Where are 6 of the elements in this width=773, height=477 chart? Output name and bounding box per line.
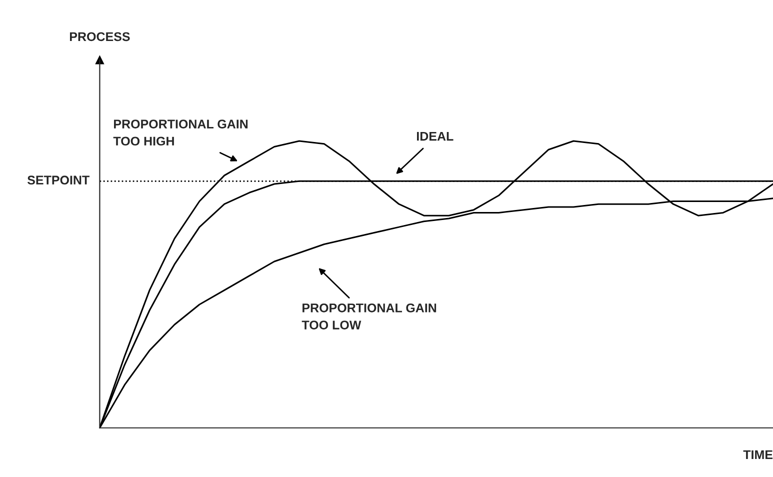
x-axis-title: TIME [743,450,773,459]
text: IDEAL [416,132,454,141]
annotation: PROPORTIONAL GAIN TOO LOW [302,304,436,330]
text: PROCESS [70,32,130,42]
annotation: PROPORTIONAL GAIN TOO HIGH [113,120,248,146]
ref-line-label: SETPOINT [27,176,90,185]
